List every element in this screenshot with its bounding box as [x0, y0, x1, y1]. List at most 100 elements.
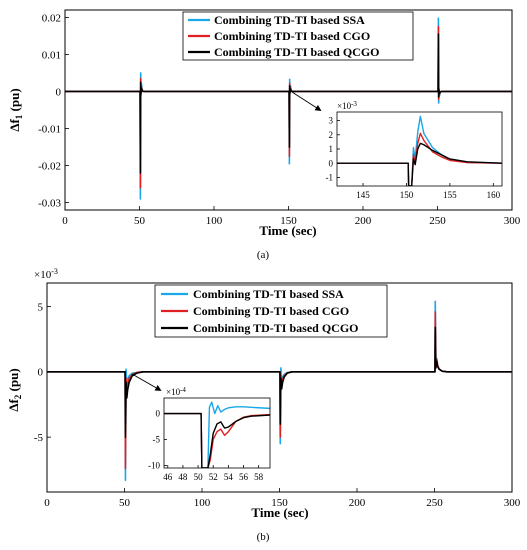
panel-a-y-label-sub: 1 [14, 114, 24, 119]
panel-a-legend-label-qcgo: Combining TD-TI based QCGO [214, 45, 380, 59]
panel-a-y-tick-label-0: 0 [56, 86, 62, 98]
panel-a-y-tick-label-0-02: 0.02 [42, 12, 61, 24]
panel-b-x-tick-label-0: 0 [44, 497, 50, 509]
panel-b-y-tick-label--5: -5 [34, 432, 44, 444]
panel-b-y-tick-label-0: 0 [38, 367, 44, 379]
panel-b-legend-label-cgo: Combining TD-TI based CGO [193, 304, 349, 318]
panel-b-y-axis-label: Δf2 (pu) [6, 368, 23, 411]
panel-a-y-tick-label-0-01: 0.01 [42, 49, 61, 61]
panel-a-x-tick-label-100: 100 [206, 215, 223, 227]
panel-a-x-tick-label-300: 300 [504, 215, 521, 227]
panel-b-y-label-sub: 2 [13, 394, 23, 399]
panel-a-inset-x-ticks: 145 150 155 160 [356, 183, 501, 200]
panel-b-legend-label-ssa: Combining TD-TI based SSA [193, 287, 344, 301]
panel-a-inset-exponent-power: -3 [351, 100, 357, 108]
panel-a-legend-label-cgo: Combining TD-TI based CGO [214, 29, 370, 43]
panel-a-y-axis-label: Δf1 (pu) [7, 88, 24, 131]
panel-a-inset-pointer-arrow [291, 91, 322, 111]
panel-b-legend-box [154, 284, 388, 338]
panel-b-y-label-main: Δf [6, 399, 21, 412]
panel-a-inset-y-tick-label-2: 2 [329, 130, 334, 140]
panel-b-inset-frame [163, 397, 271, 469]
panel-a-inset: ×10-3 145 150 155 160 -1 0 1 2 3 [326, 100, 503, 200]
panel-a-series-line-qcgo [65, 33, 512, 174]
panel-a-inset-series-group [337, 115, 502, 186]
panel-b-x-tick-label-50: 50 [119, 497, 131, 509]
panel-a-inset-x-tick-label-160: 160 [487, 190, 501, 200]
panel-b-x-axis-label: Time (sec) [251, 505, 308, 520]
panel-b-y-tick-label-5: 5 [38, 301, 44, 313]
panel-a-inset-exponent: ×10-3 [337, 100, 357, 111]
panel-b-series-line-qcgo [47, 326, 512, 438]
panel-a-inset-y-ticks: -1 0 1 2 3 [326, 116, 340, 183]
panel-a-inset-y-tick-label-0: 0 [329, 158, 334, 168]
panel-a-series-group [65, 17, 512, 200]
panel-a: 0 50 100 150 200 250 300 -0.03 -0.02 -0.01 0 0.01 0… [7, 9, 521, 261]
panel-b-inset-exponent: ×10-4 [166, 386, 186, 397]
panel-a-legend-box [182, 11, 414, 61]
panel-b-y-label-unit: (pu) [6, 368, 21, 394]
panel-b-inset-series-line-ssa [164, 401, 270, 468]
panel-a-y-label-main: Δf [7, 119, 22, 132]
panel-a-x-ticks: 0 50 100 150 200 250 300 [62, 206, 521, 227]
panel-b-inset-y-tick-label-0: 0 [156, 409, 161, 419]
panel-b-inset-series-line-qcgo [164, 412, 270, 468]
panel-a-y-label-unit: (pu) [7, 88, 22, 114]
panel-b-inset-exponent-base: ×10 [166, 387, 181, 397]
panel-a-x-axis-label: Time (sec) [259, 223, 316, 238]
panel-a-y-tick-label--0-02: -0.02 [38, 160, 61, 172]
panel-b-inset-x-tick-label-48: 48 [178, 472, 188, 482]
panel-a-legend-label-ssa: Combining TD-TI based SSA [214, 13, 365, 27]
panel-b-x-tick-label-150: 150 [271, 497, 288, 509]
panel-b-x-tick-label-100: 100 [194, 497, 211, 509]
panel-a-x-tick-label-250: 250 [429, 215, 446, 227]
panel-b-inset-y-tick-label--5: -5 [153, 435, 161, 445]
panel-a-inset-exponent-base: ×10 [337, 101, 352, 111]
panel-b-inset-y-ticks: -10 -5 0 [148, 409, 167, 471]
panel-b-series-group [47, 300, 512, 482]
panel-b-exponent-base: ×10 [34, 269, 52, 281]
panel-b: ×10-3 0 50 100 150 200 250 300 -505 Time (sec)… [6, 267, 521, 543]
panel-b-legend: Combining TD-TI based SSA Combining TD-T… [154, 284, 388, 338]
panel-b-y-ticks: -5 0 5 [34, 301, 51, 444]
panel-a-x-tick-label-200: 200 [355, 215, 372, 227]
panel-a-x-tick-label-50: 50 [134, 215, 146, 227]
panel-a-inset-series-line-qcgo [337, 142, 502, 186]
panel-b-x-ticks: 0 50 100 150 200 250 300 [44, 488, 521, 509]
panel-b-x-tick-label-250: 250 [426, 497, 443, 509]
panel-b-inset: ×10-4 46 48 50 52 54 56 58 -10 -5 0 [148, 386, 271, 482]
panel-a-y-ticks: -0.03 -0.02 -0.01 0 0.01 0.02 [38, 12, 69, 209]
panel-b-inset-x-tick-label-54: 54 [224, 472, 234, 482]
panel-b-caption: (b) [257, 531, 270, 543]
panel-a-inset-y-tick-label--1: -1 [326, 173, 334, 183]
panel-b-exponent-power: -3 [51, 267, 58, 276]
panel-a-caption: (a) [257, 249, 270, 261]
panel-a-inset-x-tick-label-150: 150 [400, 190, 414, 200]
panel-b-inset-series-group [164, 401, 270, 468]
panel-a-y-tick-label--0-03: -0.03 [38, 197, 61, 209]
panel-a-y-tick-label--0-01: -0.01 [38, 123, 61, 135]
panel-a-inset-y-tick-label-1: 1 [329, 144, 334, 154]
panel-b-inset-exponent-power: -4 [180, 386, 186, 394]
panel-a-inset-x-tick-label-155: 155 [443, 190, 457, 200]
panel-a-x-tick-label-150: 150 [280, 215, 297, 227]
panel-b-inset-y-tick-label--10: -10 [148, 461, 160, 471]
panel-b-inset-pointer-arrow [131, 373, 162, 391]
panel-a-inset-x-tick-label-145: 145 [356, 190, 370, 200]
panel-b-inset-x-tick-label-52: 52 [209, 472, 218, 482]
panel-b-inset-x-tick-label-50: 50 [194, 472, 204, 482]
panel-b-x-tick-label-300: 300 [504, 497, 521, 509]
panel-b-exponent: ×10-3 [34, 267, 58, 281]
panel-b-inset-x-ticks: 46 48 50 52 54 56 58 [163, 465, 264, 482]
panel-b-inset-x-tick-label-58: 58 [254, 472, 264, 482]
panel-b-inset-x-tick-label-56: 56 [239, 472, 249, 482]
panel-b-inset-x-tick-label-46: 46 [163, 472, 173, 482]
panel-b-legend-label-qcgo: Combining TD-TI based QCGO [193, 321, 359, 335]
panel-a-legend: Combining TD-TI based SSA Combining TD-T… [182, 11, 414, 61]
panel-a-inset-y-tick-label-3: 3 [329, 116, 334, 126]
panel-a-x-tick-label-0: 0 [62, 215, 68, 227]
panel-a-inset-series-line-cgo [337, 132, 502, 186]
panel-b-x-tick-label-200: 200 [349, 497, 366, 509]
